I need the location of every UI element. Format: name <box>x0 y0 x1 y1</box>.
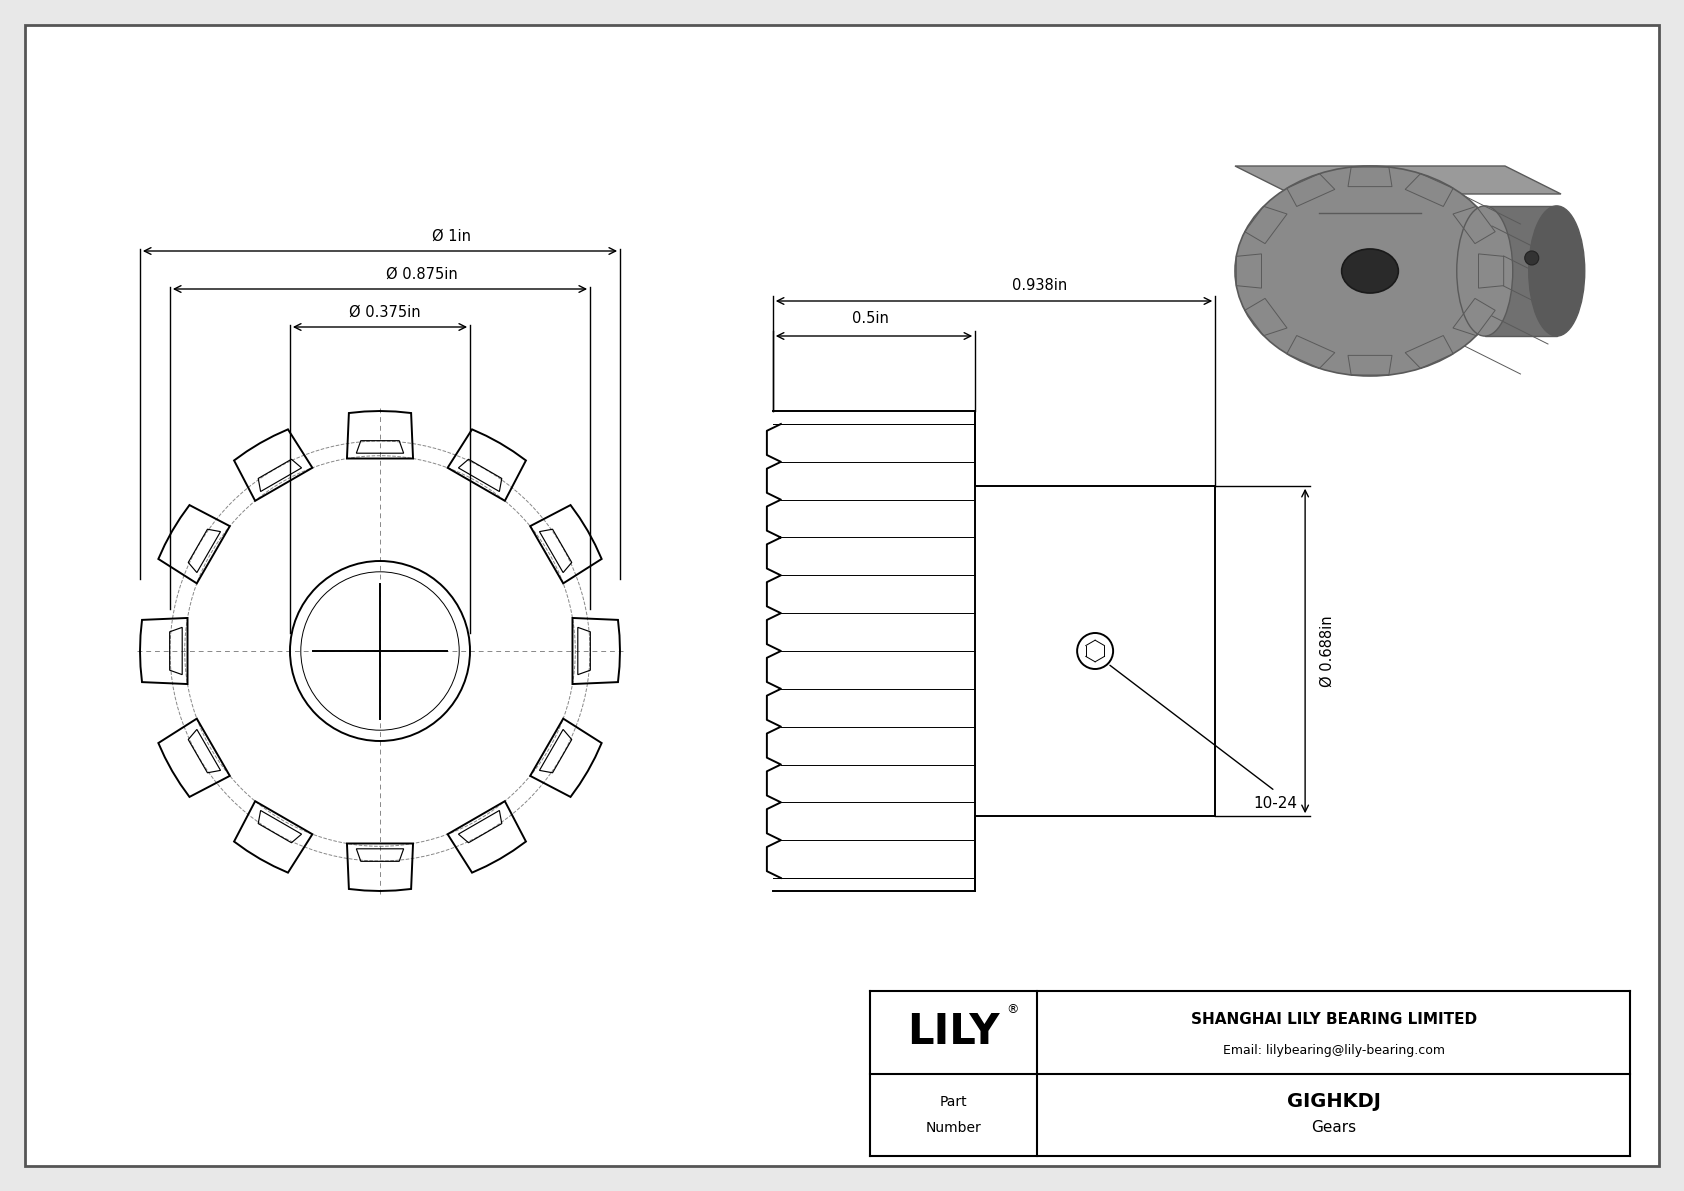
Text: GIGHKDJ: GIGHKDJ <box>1287 1092 1381 1111</box>
Polygon shape <box>1347 355 1393 375</box>
Ellipse shape <box>1529 206 1585 336</box>
Ellipse shape <box>1342 249 1398 293</box>
Ellipse shape <box>1457 206 1512 336</box>
Polygon shape <box>1234 166 1561 194</box>
Ellipse shape <box>1234 166 1505 376</box>
Text: Email: lilybearing@lily-bearing.com: Email: lilybearing@lily-bearing.com <box>1223 1043 1445 1056</box>
Text: LILY: LILY <box>908 1011 1000 1053</box>
Bar <box>1485 206 1556 336</box>
Polygon shape <box>1287 336 1335 368</box>
Text: Number: Number <box>926 1121 982 1135</box>
Bar <box>871 991 1630 1156</box>
Polygon shape <box>1347 167 1393 187</box>
Polygon shape <box>1244 299 1287 336</box>
Text: SHANGHAI LILY BEARING LIMITED: SHANGHAI LILY BEARING LIMITED <box>1191 1011 1477 1027</box>
Text: 10-24: 10-24 <box>1253 796 1297 811</box>
Text: Ø 0.875in: Ø 0.875in <box>386 267 458 282</box>
Text: 0.938in: 0.938in <box>1012 278 1068 293</box>
Text: Ø 0.688in: Ø 0.688in <box>1320 616 1335 687</box>
Text: 0.5in: 0.5in <box>852 311 889 326</box>
Polygon shape <box>1453 206 1495 244</box>
Text: Part: Part <box>940 1095 967 1109</box>
Polygon shape <box>1244 206 1287 244</box>
Text: Ø 0.375in: Ø 0.375in <box>349 305 421 320</box>
Polygon shape <box>1479 254 1504 288</box>
Polygon shape <box>1404 174 1453 206</box>
Text: Ø 1in: Ø 1in <box>433 229 472 244</box>
Polygon shape <box>1453 299 1495 336</box>
Circle shape <box>1524 251 1539 264</box>
Text: Gears: Gears <box>1312 1121 1356 1135</box>
Polygon shape <box>1287 174 1335 206</box>
Polygon shape <box>1236 254 1261 288</box>
Text: ®: ® <box>1005 1003 1019 1016</box>
Polygon shape <box>1404 336 1453 368</box>
